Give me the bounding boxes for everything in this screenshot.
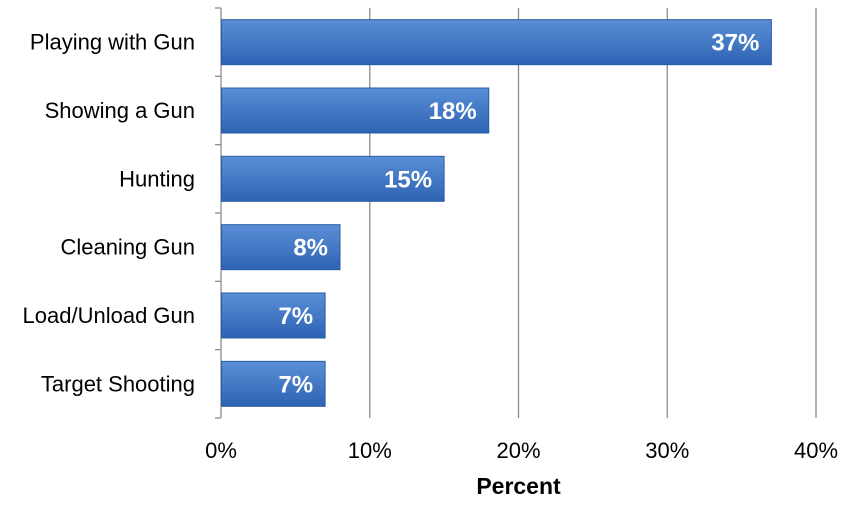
category-label: Cleaning Gun xyxy=(60,235,195,260)
x-tick-label: 40% xyxy=(794,438,838,463)
category-label: Showing a Gun xyxy=(45,98,195,123)
bar-value-label: 7% xyxy=(278,303,313,330)
category-label: Hunting xyxy=(119,166,195,191)
bar xyxy=(221,224,341,271)
x-tick-label: 30% xyxy=(645,438,689,463)
bar xyxy=(221,87,490,134)
bar-value-label: 18% xyxy=(429,98,477,125)
category-label: Load/Unload Gun xyxy=(23,303,195,328)
bars: 37% 18% 15% 8% 7% 7% xyxy=(221,19,772,407)
x-axis-title: Percent xyxy=(476,473,561,499)
bar-value-label: 15% xyxy=(384,166,432,193)
bar xyxy=(221,155,445,202)
bar-value-label: 7% xyxy=(278,371,313,398)
bar xyxy=(221,292,326,339)
category-label: Playing with Gun xyxy=(30,30,195,55)
bar-value-label: 37% xyxy=(711,30,759,57)
category-labels: Playing with Gun Showing a Gun Hunting Clea… xyxy=(23,30,195,397)
x-tick-label: 20% xyxy=(496,438,540,463)
gridlines xyxy=(215,7,817,419)
x-tick-labels: 0% 10% 20% 30% 40% xyxy=(205,438,838,463)
bar xyxy=(221,19,772,66)
bar-value-label: 8% xyxy=(293,235,328,262)
x-tick-label: 0% xyxy=(205,438,237,463)
x-tick-label: 10% xyxy=(348,438,392,463)
bar xyxy=(221,360,326,407)
category-label: Target Shooting xyxy=(41,371,195,396)
